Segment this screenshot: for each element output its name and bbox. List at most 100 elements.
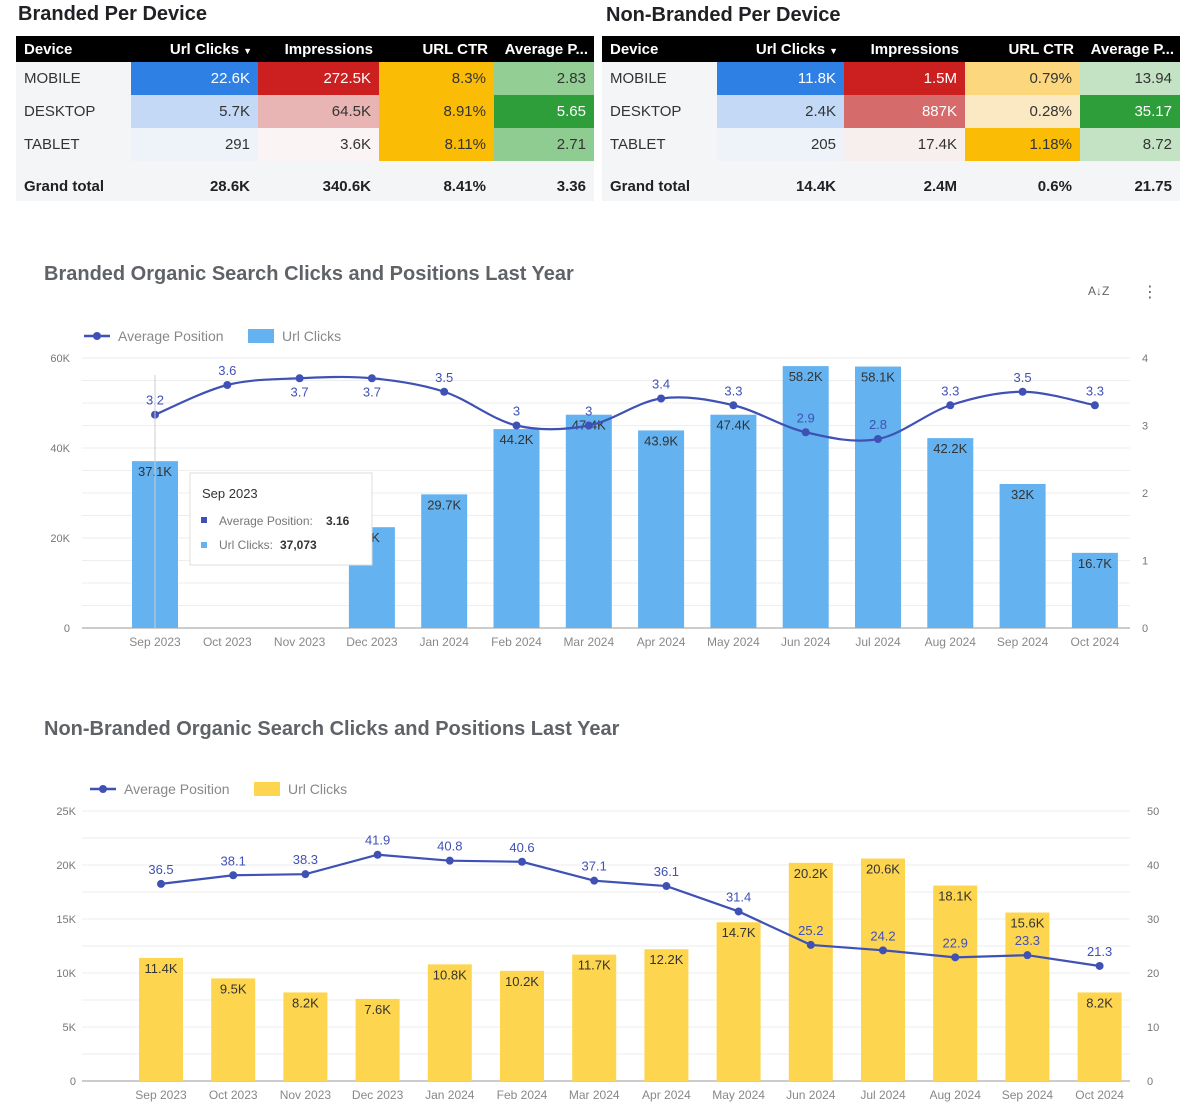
y-left-tick-label: 0 — [64, 623, 70, 635]
y-right-tick-label: 2 — [1142, 488, 1148, 500]
clicks-cell: 291 — [131, 128, 258, 161]
bar-data-label: 16.7K — [1078, 556, 1112, 571]
total-avg-cell: 3.36 — [494, 171, 594, 201]
table-row[interactable]: DESKTOP 5.7K 64.5K 8.91% 5.65 — [16, 95, 594, 128]
line-point — [734, 907, 743, 916]
line-point — [518, 857, 526, 866]
tooltip-box — [189, 472, 373, 566]
line-point — [662, 882, 671, 891]
table-row[interactable]: DESKTOP 2.4K 887K 0.28% 35.17 — [602, 95, 1180, 128]
sort-az-icon[interactable]: A↓Z — [1088, 284, 1110, 298]
table-row[interactable]: MOBILE 11.8K 1.5M 0.79% 13.94 — [602, 62, 1180, 95]
ctr-cell: 8.3% — [379, 62, 494, 95]
column-header-impressions[interactable]: Impressions — [844, 36, 965, 62]
line-point — [223, 381, 232, 389]
table-row[interactable]: TABLET 205 17.4K 1.18% 8.72 — [602, 128, 1180, 161]
y-right-tick-label: 3 — [1142, 421, 1148, 433]
x-tick-label: Aug 2024 — [930, 1088, 982, 1102]
avg-cell: 35.17 — [1080, 95, 1180, 128]
column-header-device[interactable]: Device — [602, 36, 717, 62]
column-header-url-clicks[interactable]: Url Clicks ▼ — [131, 36, 258, 62]
column-header-average-p[interactable]: Average P... — [494, 36, 594, 62]
legend-bar-swatch — [254, 782, 280, 796]
y-right-tick-label: 30 — [1147, 914, 1159, 926]
x-tick-label: May 2024 — [707, 635, 760, 649]
total-clicks-cell: 28.6K — [131, 171, 258, 201]
bar — [1005, 912, 1050, 1081]
avg-cell: 5.65 — [494, 95, 594, 128]
bar — [355, 998, 400, 1081]
sort-descending-icon[interactable]: ▼ — [243, 45, 252, 56]
line-point — [801, 428, 810, 437]
line-data-label: 24.2 — [870, 928, 895, 943]
ctr-cell: 1.18% — [965, 128, 1080, 161]
x-tick-label: Jan 2024 — [425, 1088, 475, 1102]
column-header-device[interactable]: Device — [16, 36, 131, 62]
table-row[interactable]: MOBILE 22.6K 272.5K 8.3% 2.83 — [16, 62, 594, 95]
y-right-tick-label: 40 — [1147, 860, 1159, 872]
bar-data-label: 20.2K — [794, 866, 828, 881]
line-data-label: 2.9 — [797, 410, 815, 425]
line-point — [806, 940, 815, 949]
y-right-tick-label: 1 — [1142, 556, 1148, 568]
bar — [139, 957, 183, 1081]
line-point — [301, 870, 310, 879]
bar-data-label: 8.2K — [1086, 995, 1113, 1010]
bar — [1077, 992, 1122, 1081]
y-right-tick-label: 0 — [1147, 1076, 1153, 1088]
device-cell: MOBILE — [602, 62, 717, 95]
x-tick-label: Oct 2024 — [1075, 1088, 1124, 1102]
column-header-url-ctr[interactable]: URL CTR — [965, 36, 1080, 62]
table-row[interactable]: TABLET 291 3.6K 8.11% 2.71 — [16, 128, 594, 161]
line-data-label: 3 — [585, 404, 592, 419]
line-point — [729, 401, 738, 410]
impressions-cell: 1.5M — [844, 62, 965, 95]
legend-line-marker — [93, 332, 101, 340]
column-header-url-clicks[interactable]: Url Clicks ▼ — [717, 36, 844, 62]
column-header-average-p[interactable]: Average P... — [1080, 36, 1180, 62]
y-right-tick-label: 10 — [1147, 1022, 1159, 1034]
line-point — [1018, 387, 1027, 396]
ctr-cell: 8.91% — [379, 95, 494, 128]
bar — [421, 494, 468, 628]
line-point — [657, 394, 666, 403]
y-left-tick-label: 20K — [56, 860, 76, 872]
line-point — [512, 421, 521, 430]
line-point — [295, 374, 304, 383]
y-left-tick-label: 25K — [56, 806, 76, 818]
clicks-cell: 5.7K — [131, 95, 258, 128]
bar-data-label: 32K — [1011, 487, 1034, 502]
x-tick-label: Nov 2023 — [274, 635, 326, 649]
more-options-icon[interactable]: ⋮ — [1142, 284, 1158, 301]
ctr-cell: 0.79% — [965, 62, 1080, 95]
nonbranded-chart-title: Non-Branded Organic Search Clicks and Po… — [44, 718, 620, 740]
bar-data-label: 43.9K — [644, 433, 678, 448]
impressions-cell: 3.6K — [258, 128, 379, 161]
column-header-url-ctr[interactable]: URL CTR — [379, 36, 494, 62]
total-ctr-cell: 0.6% — [965, 171, 1080, 201]
ctr-cell: 8.11% — [379, 128, 494, 161]
device-cell: TABLET — [16, 128, 131, 161]
line-point — [879, 946, 887, 955]
impressions-cell: 17.4K — [844, 128, 965, 161]
x-tick-label: Jan 2024 — [420, 635, 470, 649]
line-data-label: 3.7 — [363, 384, 381, 399]
bar-data-label: 42.2K — [933, 441, 967, 456]
total-label-cell: Grand total — [16, 171, 131, 201]
sort-descending-icon[interactable]: ▼ — [829, 45, 838, 56]
bar-data-label: 14.7K — [722, 925, 756, 940]
line-point — [874, 435, 882, 443]
bar-data-label: 18.1K — [938, 889, 972, 904]
bar-data-label: 10.2K — [505, 974, 539, 989]
total-impressions-cell: 2.4M — [844, 171, 965, 201]
line-data-label: 31.4 — [726, 889, 751, 904]
total-label-cell: Grand total — [602, 171, 717, 201]
ctr-cell: 0.28% — [965, 95, 1080, 128]
nonbranded-table-title: Non-Branded Per Device — [606, 4, 841, 26]
tooltip-avg-swatch — [201, 517, 207, 523]
column-header-impressions[interactable]: Impressions — [258, 36, 379, 62]
tooltip-clicks-label: Url Clicks: — [219, 538, 273, 552]
x-tick-label: Sep 2023 — [129, 635, 181, 649]
line-data-label: 36.5 — [148, 862, 173, 877]
y-left-tick-label: 20K — [50, 533, 70, 545]
